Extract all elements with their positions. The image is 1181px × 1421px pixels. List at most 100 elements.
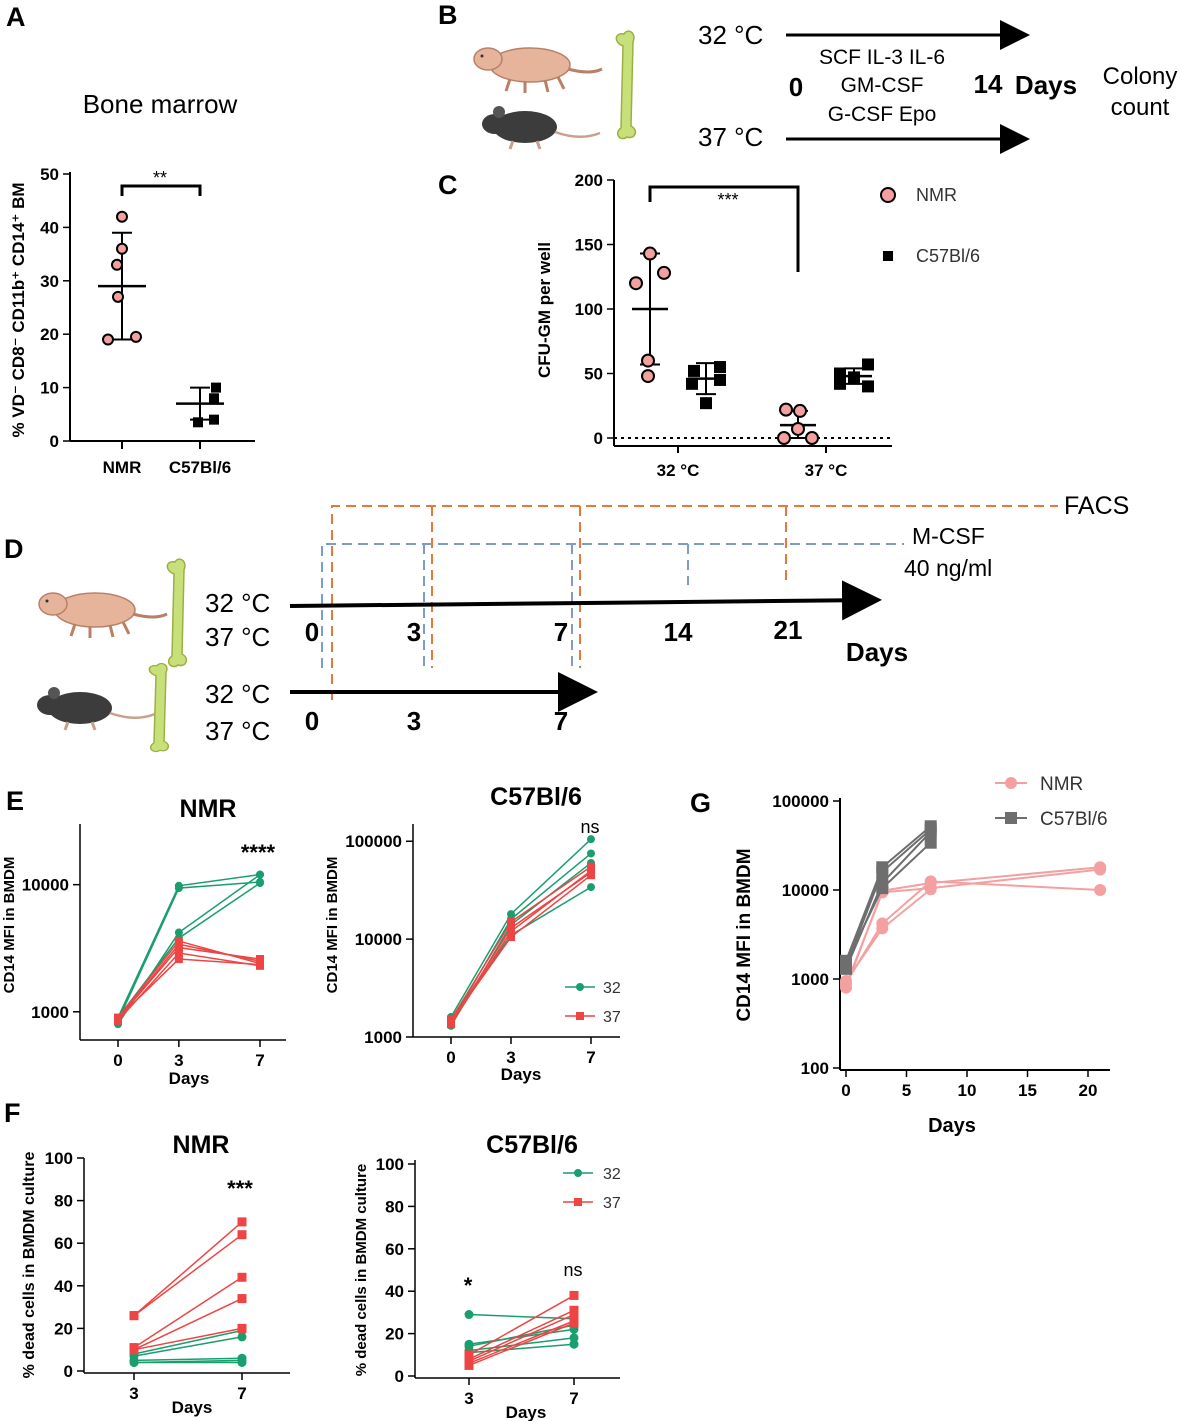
panel-g-legend-c57-marker — [1005, 812, 1017, 824]
panel-d-nmr-arrow — [289, 580, 882, 621]
panel-e-c57-xlabel: Days — [501, 1065, 542, 1084]
series-37-point — [507, 933, 515, 942]
series-37-line — [117, 940, 261, 1019]
panel-d-mcsf-1: M-CSF — [912, 523, 985, 549]
y-tick-label: 20 — [385, 1325, 404, 1344]
panel-g-nmr-point — [924, 883, 937, 896]
panel-a-ylabel: % VD⁻ CD8⁻ CD11b⁺ CD14⁺ BM — [9, 182, 28, 437]
panel-e-nmr-title: NMR — [180, 795, 237, 823]
y-tick-label: 10000 — [22, 876, 69, 895]
panel-c-significance-bracket — [648, 185, 800, 272]
panel-b-temp-32: 32 °C — [698, 20, 763, 50]
panel-g-nmr-point — [876, 922, 889, 935]
panel-g-legend-nmr-marker — [1005, 777, 1017, 789]
series-37-point — [237, 1217, 247, 1227]
panel-b-outcome-2: count — [1111, 94, 1170, 121]
panel-g-chart: CD14 MFI in BMDM 100 1000 10000 100000 0 5 10… — [734, 774, 1110, 1137]
panel-e-c57-marks — [447, 835, 595, 1030]
series-37-point — [174, 955, 183, 964]
panel-e-c57-ylabel: CD14 MFI in BMDM — [324, 857, 341, 994]
panel-d-nmr-day-14: 14 — [664, 617, 693, 647]
x-tick-label: 3 — [506, 1048, 515, 1067]
y-tick-label: 100 — [376, 1155, 404, 1174]
series-37-point — [237, 1272, 247, 1282]
series-32-line — [450, 886, 592, 1021]
panel-c-legend-c57: C57Bl/6 — [916, 246, 980, 266]
y-tick-label: 1000 — [791, 970, 829, 989]
panel-a-point-c57 — [193, 417, 203, 428]
series-37-point — [507, 927, 515, 936]
femur-bone-icon — [615, 30, 637, 140]
y-tick-label: 60 — [54, 1234, 73, 1253]
panel-c-xlabel-32: 32 °C — [657, 461, 700, 480]
panel-c-point-c57-32 — [714, 361, 726, 374]
y-tick-label: 1000 — [364, 1028, 402, 1047]
panel-c-ylabel: CFU-GM per well — [535, 242, 554, 378]
y-tick-label: 50 — [40, 165, 59, 184]
series-32-point — [464, 1310, 474, 1320]
panel-a-significance: ** — [153, 168, 167, 188]
y-tick-label: 40 — [54, 1277, 73, 1296]
panel-f-c57-marks — [464, 1290, 579, 1370]
series-37-point — [569, 1310, 579, 1320]
x-tick-label: 10 — [958, 1081, 977, 1100]
panel-b-end-day: 14 — [974, 69, 1003, 99]
y-tick-label: 80 — [385, 1197, 404, 1216]
panel-e-nmr-ylabel: CD14 MFI in BMDM — [1, 857, 18, 994]
panel-f-nmr-chart: NMR % dead cells in BMDM culture 0 20 40 60… — [21, 1131, 290, 1417]
panel-d-schematic: FACS M-CSF 40 ng/ml 32 °C 37 °C 32 °C 37… — [35, 492, 1129, 753]
panel-e-c57-significance: ns — [580, 817, 599, 837]
panel-label-d: D — [4, 534, 24, 564]
series-32-line — [133, 1329, 243, 1355]
panel-f-c57-significance-day7: ns — [563, 1260, 582, 1280]
y-tick-label: 10000 — [355, 930, 402, 949]
panel-e-nmr-marks — [114, 870, 264, 1029]
series-37-line — [450, 874, 592, 1022]
panel-g-marks — [840, 820, 1107, 994]
femur-bone-icon — [148, 662, 170, 753]
x-tick-label: 0 — [113, 1051, 122, 1070]
y-tick-label: 10000 — [782, 881, 829, 900]
series-32-point — [569, 1339, 579, 1349]
series-32-point — [587, 883, 595, 892]
y-tick-label: 40 — [385, 1282, 404, 1301]
panel-c-point-nmr-32 — [629, 276, 643, 291]
panel-d-facs-line — [331, 505, 1058, 700]
panel-c-point-c57-32 — [714, 373, 726, 386]
panel-f-c57-title: C57Bl/6 — [486, 1131, 578, 1159]
panel-e-nmr-xlabel: Days — [169, 1069, 210, 1088]
panel-a-xlabel-nmr: NMR — [103, 458, 142, 477]
panel-e-c57-legend-37: 37 — [603, 1009, 621, 1026]
panel-d-mouse-temp-32: 32 °C — [205, 679, 270, 709]
x-tick-label: 0 — [446, 1048, 455, 1067]
femur-bone-icon — [166, 558, 188, 668]
panel-g-nmr-point — [1094, 884, 1107, 896]
series-32-point — [129, 1357, 139, 1367]
panel-c-point-c57-37 — [834, 367, 846, 380]
panel-g-x-ticks: 0 5 10 15 20 — [841, 1070, 1097, 1100]
panel-d-mcsf-2: 40 ng/ml — [904, 555, 992, 581]
series-37-point — [587, 871, 595, 880]
panel-c-chart: CFU-GM per well 0 50 100 150 200 32 °C 37 °C… — [535, 171, 980, 480]
y-tick-label: 0 — [50, 432, 59, 451]
naked-mole-rat-icon — [472, 46, 604, 95]
mouse-icon — [35, 685, 157, 732]
panel-a-point-c57 — [209, 393, 219, 404]
panel-g-legend-c57: C57Bl/6 — [1040, 809, 1108, 830]
panel-c-legend-nmr-marker — [880, 187, 896, 203]
panel-b-temp-37: 37 °C — [698, 122, 763, 152]
series-37-point — [237, 1230, 247, 1240]
naked-mole-rat-icon — [37, 591, 169, 640]
panel-g-c57-point — [924, 825, 937, 838]
panel-c-xlabel-37: 37 °C — [805, 461, 848, 480]
panel-b-start-day: 0 — [789, 72, 803, 102]
y-tick-label: 200 — [575, 171, 603, 190]
series-37-point — [464, 1360, 474, 1370]
panel-a-point-nmr — [102, 333, 114, 346]
panel-a-point-c57 — [211, 382, 221, 393]
panel-c-legend-c57-marker — [883, 251, 893, 261]
series-32-point — [237, 1332, 247, 1342]
series-37-line — [450, 871, 592, 1024]
series-32-line — [468, 1328, 575, 1345]
